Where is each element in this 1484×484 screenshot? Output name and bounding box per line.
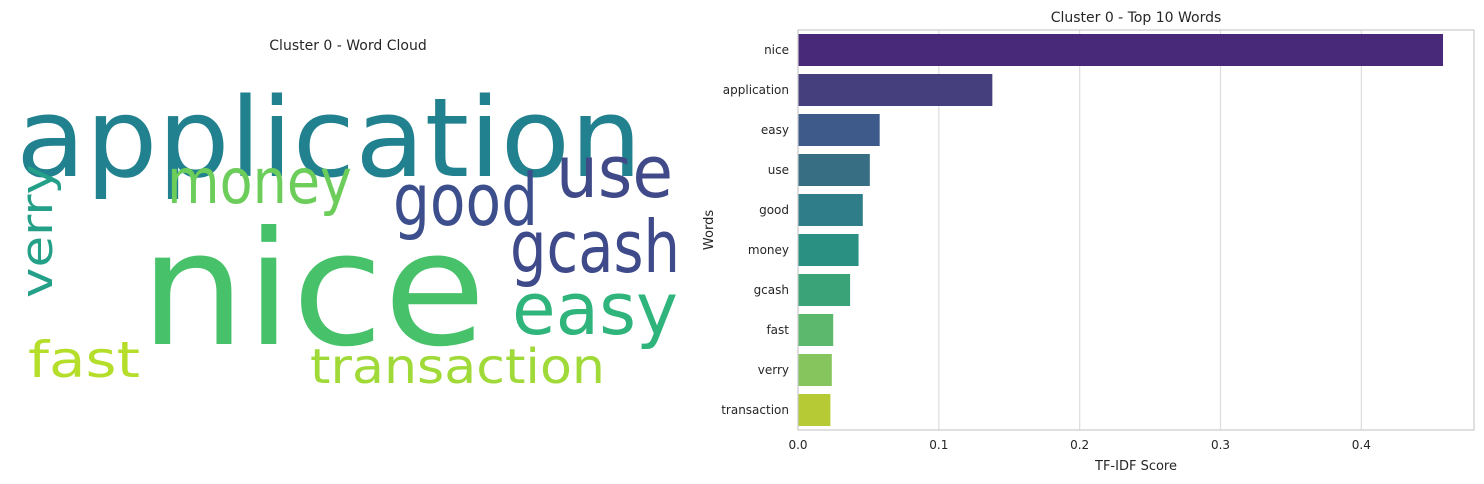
y-tick-label: money (748, 243, 789, 257)
bars (798, 34, 1444, 426)
word-money: money (167, 145, 352, 218)
y-tick-labels: nice application easy use good money gcash fast… (721, 43, 789, 417)
y-tick-label: gcash (754, 283, 789, 297)
bar-verry (798, 354, 832, 386)
bar-transaction (798, 394, 831, 426)
word-verry: verry (12, 164, 63, 298)
bar-use (798, 154, 870, 186)
bar-easy (798, 114, 880, 146)
y-tick-label: nice (764, 43, 789, 57)
word-good: good (393, 158, 538, 242)
y-tick-label: easy (761, 123, 789, 137)
bar-application (798, 74, 993, 106)
plot-frame (797, 29, 1475, 431)
x-axis-label: TF-IDF Score (1094, 459, 1177, 474)
word-nice: nice (140, 198, 486, 382)
x-tick-label: 0.4 (1352, 438, 1371, 452)
x-tick-labels: 0.0 0.1 0.2 0.3 0.4 (788, 438, 1370, 452)
y-axis-label: Words (702, 210, 717, 250)
word-use: use (556, 130, 673, 214)
bar-gcash (798, 274, 851, 306)
word-gcash: gcash (510, 205, 680, 289)
x-tick-label: 0.2 (1070, 438, 1089, 452)
word-easy: easy (512, 267, 678, 351)
bar-money (798, 234, 859, 266)
x-tick-label: 0.0 (788, 438, 807, 452)
bar-nice (798, 34, 1444, 66)
y-tick-label: fast (766, 323, 789, 337)
word-cloud-title: Cluster 0 - Word Cloud (269, 38, 427, 54)
y-tick-label: verry (758, 363, 789, 377)
y-tick-label: use (768, 163, 789, 177)
y-tick-label: transaction (721, 403, 789, 417)
word-fast: fast (28, 331, 140, 389)
word-transaction: transaction (310, 339, 605, 395)
y-tick-label: good (759, 203, 789, 217)
chart-title: Cluster 0 - Top 10 Words (1051, 10, 1222, 26)
word-cloud: application nice money good use gcash ea… (12, 74, 680, 395)
word-cloud-panel: Cluster 0 - Word Cloud application nice … (0, 0, 700, 484)
bar-fast (798, 314, 834, 346)
x-tick-label: 0.3 (1211, 438, 1230, 452)
word-application: application (16, 74, 642, 202)
x-tick-label: 0.1 (929, 438, 948, 452)
bar-good (798, 194, 863, 226)
y-tick-label: application (723, 83, 789, 97)
